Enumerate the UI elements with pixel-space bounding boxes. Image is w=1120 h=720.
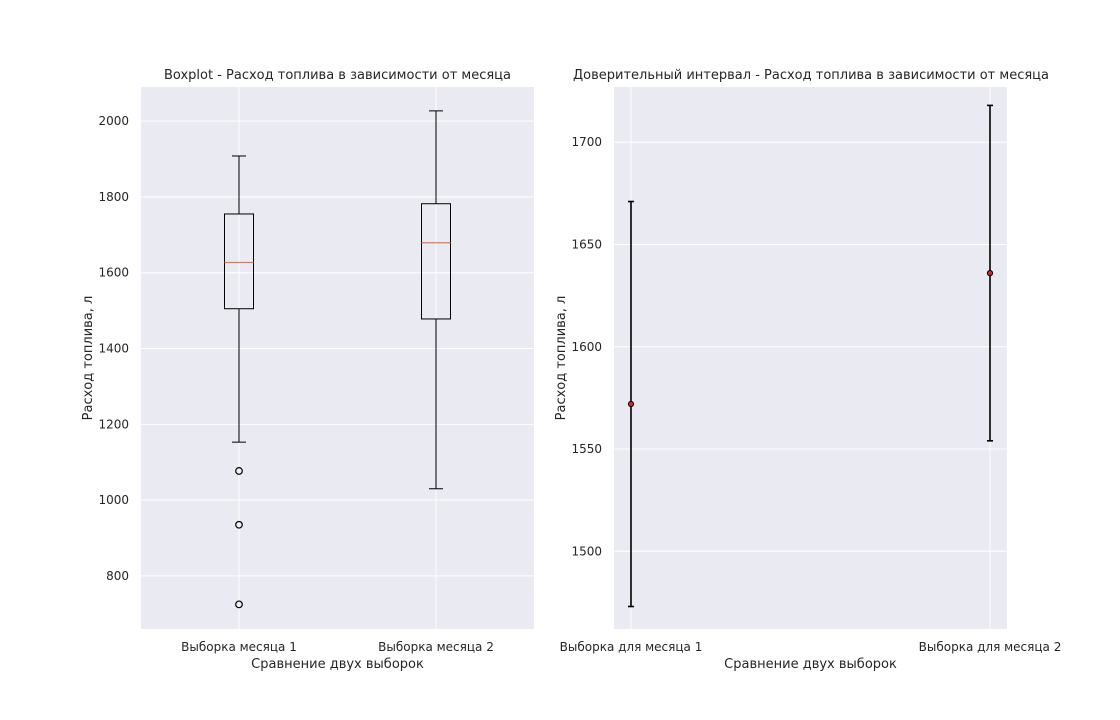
box-outlier-point <box>235 520 243 529</box>
ci-errorbar <box>627 200 635 608</box>
confidence-interval-panel: 1500 1550 1600 1650 1700 Выборка для месяца … <box>554 68 1061 672</box>
boxplot-y-tick-label: 1000 <box>98 493 129 507</box>
ci-y-ticks: 1500 1550 1600 1650 1700 <box>571 135 602 558</box>
ci-y-axis-label: Расход топлива, л <box>554 296 569 421</box>
ci-y-tick-label: 1500 <box>571 544 602 558</box>
ci-mean-point <box>627 400 635 408</box>
ci-x-axis-label: Сравнение двух выборок <box>724 657 897 672</box>
boxplot-title: Boxplot - Расход топлива в зависимости о… <box>164 68 511 83</box>
boxplot-y-tick-label: 1200 <box>98 417 129 431</box>
ci-y-tick-label: 1700 <box>571 135 602 149</box>
boxplot-plot-area <box>141 87 534 629</box>
boxplot-y-tick-label: 1400 <box>98 342 129 356</box>
boxplot-y-tick-label: 800 <box>106 569 129 583</box>
box-outlier-point <box>235 467 243 475</box>
ci-x-tick-label: Выборка для месяца 2 <box>919 640 1062 654</box>
ci-y-tick-label: 1550 <box>571 442 602 456</box>
box-iqr-rect <box>224 213 254 310</box>
ci-mean-point <box>986 270 994 277</box>
boxplot-x-tick-label: Выборка месяца 1 <box>181 640 297 654</box>
ci-title: Доверительный интервал - Расход топлива … <box>573 68 1049 83</box>
boxplot-y-axis-label: Расход топлива, л <box>81 296 96 421</box>
box <box>421 110 451 490</box>
ci-errorbar <box>986 104 994 442</box>
boxplot-y-ticks: 800 1000 1200 1400 1600 1800 2000 <box>98 114 129 583</box>
box <box>224 155 254 609</box>
boxplot-panel: 800 1000 1200 1400 1600 1800 2000 Выборка меся… <box>81 68 534 672</box>
ci-plot-area <box>614 87 1007 629</box>
boxplot-y-tick-label: 2000 <box>98 114 129 128</box>
boxplot-y-tick-label: 1600 <box>98 266 129 280</box>
ci-y-tick-label: 1650 <box>571 237 602 251</box>
ci-x-tick-label: Выборка для месяца 1 <box>560 640 703 654</box>
box-outlier-point <box>235 600 243 609</box>
boxplot-marks <box>224 110 451 609</box>
boxplot-x-axis-label: Сравнение двух выборок <box>251 657 424 672</box>
ci-marks <box>627 104 994 608</box>
boxplot-y-tick-label: 1800 <box>98 190 129 204</box>
box-iqr-rect <box>421 203 451 320</box>
boxplot-x-tick-label: Выборка месяца 2 <box>378 640 494 654</box>
ci-y-tick-label: 1600 <box>571 340 602 354</box>
